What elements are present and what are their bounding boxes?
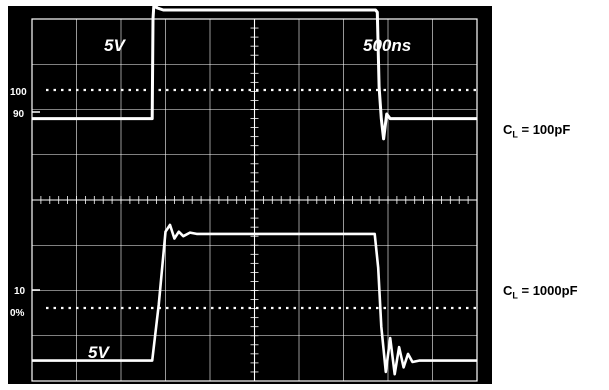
load-symbol: C <box>503 122 513 137</box>
trace-cl-1000pf <box>32 223 477 376</box>
load-label-100pf: CL = 100pF <box>503 122 570 140</box>
ref-label-10: 10 <box>14 286 26 297</box>
time-per-div-label: 500ns <box>363 36 411 55</box>
trace-cl-100pf <box>32 0 477 141</box>
load-subscript: L <box>512 129 518 140</box>
ref-label-0-percent: 0% <box>10 308 25 319</box>
waveform-traces <box>32 0 477 376</box>
load-label-1000pf: CL = 1000pF <box>503 283 578 301</box>
scope-grid <box>31 18 478 382</box>
load-value: = 1000pF <box>517 283 578 298</box>
scope-screen <box>8 6 492 384</box>
load-value: = 100pF <box>517 122 571 137</box>
reference-levels <box>32 88 477 310</box>
top-volts-per-div-label: 5V <box>104 36 126 55</box>
ref-label-100: 100 <box>10 87 27 98</box>
ref-label-90: 90 <box>13 109 25 120</box>
bottom-volts-per-div-label: 5V <box>88 343 110 362</box>
load-symbol: C <box>503 283 513 298</box>
load-subscript: L <box>512 290 518 301</box>
